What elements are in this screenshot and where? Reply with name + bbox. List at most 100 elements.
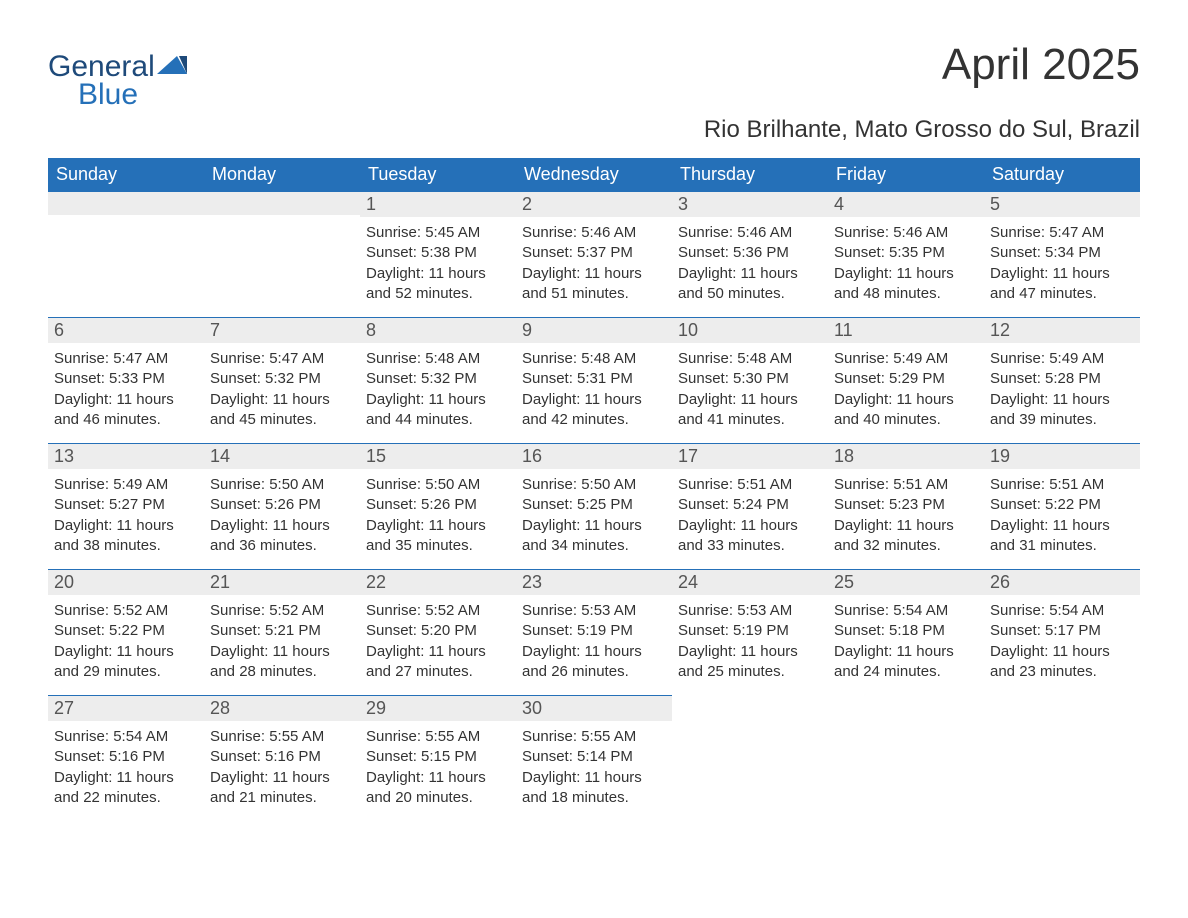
- day-number: 19: [984, 443, 1140, 469]
- day-number: 1: [360, 191, 516, 217]
- daylight-line: Daylight: 11 hours and 50 minutes.: [678, 264, 822, 305]
- calendar-day-cell: 5Sunrise: 5:47 AMSunset: 5:34 PMDaylight…: [984, 191, 1140, 317]
- sunrise-line: Sunrise: 5:47 AM: [990, 223, 1134, 243]
- day-details: Sunrise: 5:54 AMSunset: 5:18 PMDaylight:…: [828, 595, 984, 686]
- day-details: Sunrise: 5:50 AMSunset: 5:25 PMDaylight:…: [516, 469, 672, 560]
- calendar-table: SundayMondayTuesdayWednesdayThursdayFrid…: [48, 158, 1140, 821]
- sunset-line: Sunset: 5:19 PM: [522, 621, 666, 641]
- day-number: 17: [672, 443, 828, 469]
- day-details: Sunrise: 5:55 AMSunset: 5:15 PMDaylight:…: [360, 721, 516, 812]
- daylight-line: Daylight: 11 hours and 48 minutes.: [834, 264, 978, 305]
- day-details: Sunrise: 5:50 AMSunset: 5:26 PMDaylight:…: [360, 469, 516, 560]
- sunset-line: Sunset: 5:17 PM: [990, 621, 1134, 641]
- sunrise-line: Sunrise: 5:51 AM: [990, 475, 1134, 495]
- day-details: Sunrise: 5:47 AMSunset: 5:34 PMDaylight:…: [984, 217, 1140, 308]
- day-number: 13: [48, 443, 204, 469]
- calendar-day-cell: 18Sunrise: 5:51 AMSunset: 5:23 PMDayligh…: [828, 443, 984, 569]
- daylight-line: Daylight: 11 hours and 34 minutes.: [522, 516, 666, 557]
- daylight-line: Daylight: 11 hours and 18 minutes.: [522, 768, 666, 809]
- day-number: 16: [516, 443, 672, 469]
- calendar-day-cell: 14Sunrise: 5:50 AMSunset: 5:26 PMDayligh…: [204, 443, 360, 569]
- sunset-line: Sunset: 5:14 PM: [522, 747, 666, 767]
- sunset-line: Sunset: 5:22 PM: [990, 495, 1134, 515]
- sunrise-line: Sunrise: 5:53 AM: [678, 601, 822, 621]
- sunrise-line: Sunrise: 5:52 AM: [210, 601, 354, 621]
- daylight-line: Daylight: 11 hours and 39 minutes.: [990, 390, 1134, 431]
- sunrise-line: Sunrise: 5:49 AM: [54, 475, 198, 495]
- sunrise-line: Sunrise: 5:47 AM: [210, 349, 354, 369]
- day-details: Sunrise: 5:46 AMSunset: 5:35 PMDaylight:…: [828, 217, 984, 308]
- sunrise-line: Sunrise: 5:54 AM: [990, 601, 1134, 621]
- sunset-line: Sunset: 5:18 PM: [834, 621, 978, 641]
- day-details: Sunrise: 5:48 AMSunset: 5:30 PMDaylight:…: [672, 343, 828, 434]
- calendar-day-cell: 12Sunrise: 5:49 AMSunset: 5:28 PMDayligh…: [984, 317, 1140, 443]
- day-number: 29: [360, 695, 516, 721]
- day-details: Sunrise: 5:55 AMSunset: 5:14 PMDaylight:…: [516, 721, 672, 812]
- daylight-line: Daylight: 11 hours and 38 minutes.: [54, 516, 198, 557]
- day-details: Sunrise: 5:53 AMSunset: 5:19 PMDaylight:…: [516, 595, 672, 686]
- sunset-line: Sunset: 5:22 PM: [54, 621, 198, 641]
- day-number: 10: [672, 317, 828, 343]
- weekday-header: Thursday: [672, 158, 828, 191]
- calendar-day-cell: 6Sunrise: 5:47 AMSunset: 5:33 PMDaylight…: [48, 317, 204, 443]
- daylight-line: Daylight: 11 hours and 21 minutes.: [210, 768, 354, 809]
- calendar-empty-cell: [204, 191, 360, 317]
- day-number: 15: [360, 443, 516, 469]
- weekday-header: Tuesday: [360, 158, 516, 191]
- sunset-line: Sunset: 5:20 PM: [366, 621, 510, 641]
- daylight-line: Daylight: 11 hours and 35 minutes.: [366, 516, 510, 557]
- calendar-empty-cell: [48, 191, 204, 317]
- daylight-line: Daylight: 11 hours and 20 minutes.: [366, 768, 510, 809]
- day-number: 9: [516, 317, 672, 343]
- day-details: Sunrise: 5:46 AMSunset: 5:36 PMDaylight:…: [672, 217, 828, 308]
- sunset-line: Sunset: 5:32 PM: [210, 369, 354, 389]
- daylight-line: Daylight: 11 hours and 45 minutes.: [210, 390, 354, 431]
- sunrise-line: Sunrise: 5:51 AM: [834, 475, 978, 495]
- calendar-empty-cell: [828, 695, 984, 821]
- sunrise-line: Sunrise: 5:48 AM: [678, 349, 822, 369]
- sunset-line: Sunset: 5:38 PM: [366, 243, 510, 263]
- weekday-header-row: SundayMondayTuesdayWednesdayThursdayFrid…: [48, 158, 1140, 191]
- day-details: Sunrise: 5:52 AMSunset: 5:21 PMDaylight:…: [204, 595, 360, 686]
- day-number: 7: [204, 317, 360, 343]
- day-details: Sunrise: 5:54 AMSunset: 5:16 PMDaylight:…: [48, 721, 204, 812]
- logo: General Blue: [48, 50, 189, 112]
- day-number: 20: [48, 569, 204, 595]
- daylight-line: Daylight: 11 hours and 32 minutes.: [834, 516, 978, 557]
- sunrise-line: Sunrise: 5:50 AM: [522, 475, 666, 495]
- day-number-empty: [984, 695, 1140, 719]
- day-details: Sunrise: 5:47 AMSunset: 5:33 PMDaylight:…: [48, 343, 204, 434]
- day-details: Sunrise: 5:49 AMSunset: 5:27 PMDaylight:…: [48, 469, 204, 560]
- sunset-line: Sunset: 5:27 PM: [54, 495, 198, 515]
- calendar-day-cell: 7Sunrise: 5:47 AMSunset: 5:32 PMDaylight…: [204, 317, 360, 443]
- sunset-line: Sunset: 5:26 PM: [366, 495, 510, 515]
- day-details: Sunrise: 5:51 AMSunset: 5:24 PMDaylight:…: [672, 469, 828, 560]
- sunset-line: Sunset: 5:29 PM: [834, 369, 978, 389]
- day-details: Sunrise: 5:49 AMSunset: 5:28 PMDaylight:…: [984, 343, 1140, 434]
- sunset-line: Sunset: 5:24 PM: [678, 495, 822, 515]
- day-number: 25: [828, 569, 984, 595]
- calendar-day-cell: 19Sunrise: 5:51 AMSunset: 5:22 PMDayligh…: [984, 443, 1140, 569]
- day-number-empty: [204, 191, 360, 215]
- day-number: 30: [516, 695, 672, 721]
- daylight-line: Daylight: 11 hours and 41 minutes.: [678, 390, 822, 431]
- title-block: April 2025: [942, 40, 1140, 90]
- day-details: Sunrise: 5:52 AMSunset: 5:22 PMDaylight:…: [48, 595, 204, 686]
- sunrise-line: Sunrise: 5:54 AM: [834, 601, 978, 621]
- sunset-line: Sunset: 5:25 PM: [522, 495, 666, 515]
- calendar-day-cell: 28Sunrise: 5:55 AMSunset: 5:16 PMDayligh…: [204, 695, 360, 821]
- daylight-line: Daylight: 11 hours and 24 minutes.: [834, 642, 978, 683]
- daylight-line: Daylight: 11 hours and 33 minutes.: [678, 516, 822, 557]
- day-number: 4: [828, 191, 984, 217]
- day-details: Sunrise: 5:47 AMSunset: 5:32 PMDaylight:…: [204, 343, 360, 434]
- daylight-line: Daylight: 11 hours and 29 minutes.: [54, 642, 198, 683]
- calendar-week-row: 1 Sunrise: 5:45 AMSunset: 5:38 PM Daylight…: [48, 191, 1140, 317]
- day-number: 24: [672, 569, 828, 595]
- day-number: 22: [360, 569, 516, 595]
- calendar-day-cell: 17Sunrise: 5:51 AMSunset: 5:24 PMDayligh…: [672, 443, 828, 569]
- sunrise-line: Sunrise: 5:46 AM: [678, 223, 822, 243]
- sunrise-line: Sunrise: 5:45 AM: [366, 223, 510, 243]
- calendar-day-cell: 16Sunrise: 5:50 AMSunset: 5:25 PMDayligh…: [516, 443, 672, 569]
- sunset-line: Sunset: 5:16 PM: [54, 747, 198, 767]
- calendar-week-row: 6Sunrise: 5:47 AMSunset: 5:33 PMDaylight…: [48, 317, 1140, 443]
